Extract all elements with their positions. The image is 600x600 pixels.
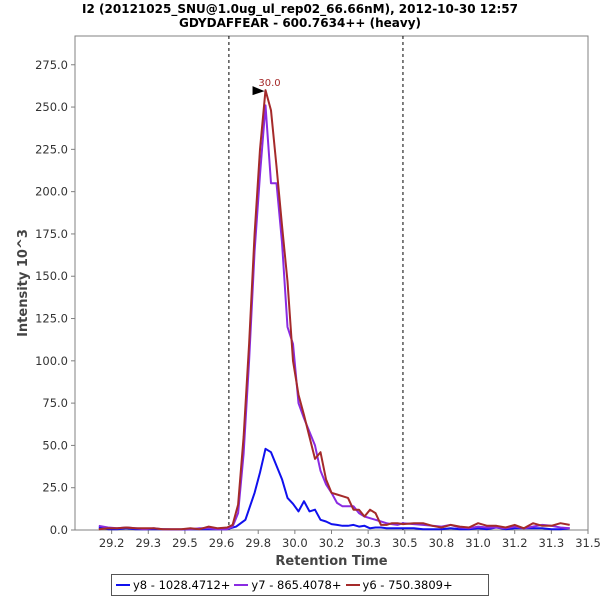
y-tick-label: 50.0 [42, 438, 68, 452]
x-tick-label: 30.5 [392, 536, 418, 550]
peak-label: 30.0 [258, 78, 280, 89]
y-axis-label: Intensity 10^3 [16, 229, 31, 337]
x-axis-label: Retention Time [275, 554, 387, 568]
y-tick-label: 0.0 [50, 523, 68, 537]
x-tick-label: 29.8 [245, 536, 271, 550]
legend-swatch [116, 584, 130, 586]
x-tick-label: 29.5 [172, 536, 198, 550]
x-tick-label: 31.3 [539, 536, 565, 550]
x-tick-label: 30.3 [355, 536, 381, 550]
legend-item: y8 - 1028.4712+ [112, 578, 230, 592]
y-tick-label: 150.0 [35, 269, 68, 283]
x-tick-label: 31.5 [575, 536, 600, 550]
x-tick-label: 31.0 [465, 536, 491, 550]
legend-swatch [345, 584, 360, 586]
chart-subtitle: GDYDAFFEAR - 600.7634++ (heavy) [178, 16, 421, 30]
x-tick-label: 30.8 [429, 536, 455, 550]
y-tick-label: 25.0 [42, 481, 68, 495]
chart-legend: y8 - 1028.4712+ y7 - 865.4078+ y6 - 750.38… [111, 574, 489, 596]
y-tick-label: 100.0 [35, 354, 68, 368]
chromatogram-chart: 0.0 25.0 50.0 75.0 100.0 125.0 150.0 175.0 200.0… [16, 35, 600, 568]
x-tick-label: 29.6 [209, 536, 235, 550]
legend-swatch [234, 584, 249, 586]
series-line-3 [98, 89, 570, 531]
y-tick-label: 275.0 [35, 58, 68, 72]
y-tick-label: 75.0 [42, 396, 68, 410]
x-tick-label: 31.2 [502, 536, 528, 550]
x-tick-label: 29.2 [99, 536, 125, 550]
plot-area [74, 35, 589, 531]
legend-label: y7 - 865.4078+ [251, 578, 342, 592]
y-tick-label: 225.0 [35, 142, 68, 156]
y-tick-label: 250.0 [35, 100, 68, 114]
y-tick-label: 200.0 [35, 185, 68, 199]
chart-title: I2 (20121025_SNU@1.0ug_ul_rep02_66.66nM)… [82, 2, 518, 16]
legend-item: y7 - 865.4078+ [230, 578, 342, 592]
legend-label: y8 - 1028.4712+ [133, 578, 231, 592]
legend-label: y6 - 750.3809+ [362, 578, 453, 592]
x-tick-label: 30.2 [319, 536, 345, 550]
legend-item: y6 - 750.3809+ [342, 578, 453, 592]
y-tick-label: 175.0 [35, 227, 68, 241]
x-tick-label: 30.0 [282, 536, 308, 550]
y-tick-label: 125.0 [35, 312, 68, 326]
peak-marker-arrow [252, 86, 265, 96]
x-tick-label: 29.3 [135, 536, 161, 550]
